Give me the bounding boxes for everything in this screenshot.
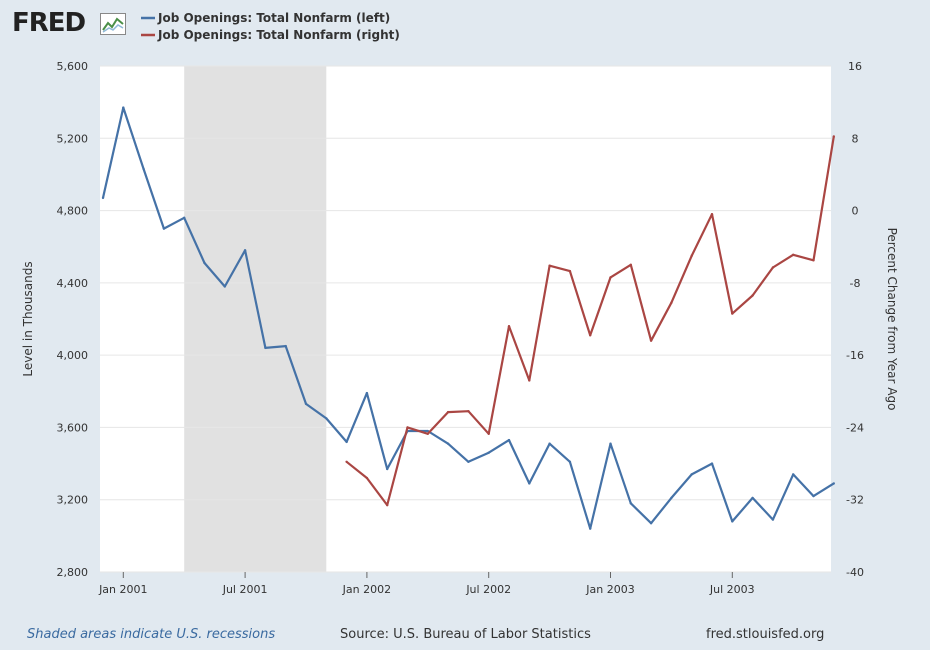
- left-tick-label: 3,200: [57, 494, 89, 507]
- point-left-2000-12: [101, 196, 105, 200]
- right-tick-label: 16: [848, 60, 862, 73]
- x-tick-label: Jan 2002: [342, 583, 391, 596]
- point-right-2002-11: [568, 269, 572, 273]
- point-left-2001-04: [183, 216, 186, 219]
- point-right-2003-03: [649, 339, 653, 342]
- point-left-2003-07: [731, 520, 734, 523]
- point-left-2001-05: [203, 261, 206, 265]
- left-tick-label: 4,800: [57, 205, 89, 218]
- source-text: Source: U.S. Bureau of Labor Statistics: [340, 627, 591, 642]
- legend-label-left: Job Openings: Total Nonfarm (left): [157, 11, 390, 25]
- point-left-2003-11: [812, 494, 815, 498]
- point-left-2002-10: [548, 442, 551, 445]
- left-tick-label: 3,600: [57, 421, 89, 434]
- right-tick-label: -24: [846, 421, 864, 434]
- point-right-2002-06: [467, 409, 470, 413]
- right-tick-label: -8: [850, 277, 861, 290]
- x-tick-label: Jul 2001: [222, 583, 268, 596]
- point-right-2003-08: [751, 294, 754, 297]
- point-left-2001-03: [162, 227, 166, 230]
- point-left-2003-09: [771, 518, 775, 521]
- point-left-2003-12: [832, 482, 835, 485]
- left-tick-label: 5,200: [57, 132, 89, 145]
- point-left-2001-11: [325, 417, 328, 420]
- point-left-2003-01: [609, 442, 612, 445]
- point-left-2001-01: [122, 106, 125, 109]
- point-right-2002-01: [365, 476, 369, 480]
- left-tick-label: 4,400: [57, 277, 89, 290]
- point-right-2003-09: [771, 266, 775, 269]
- left-tick-label: 2,800: [57, 566, 89, 579]
- point-right-2002-03: [406, 426, 409, 429]
- point-left-2002-07: [487, 451, 490, 454]
- point-left-2003-05: [690, 473, 693, 476]
- point-left-2003-04: [670, 496, 673, 500]
- point-right-2003-07: [731, 312, 734, 315]
- point-right-2003-01: [609, 276, 612, 279]
- fred-chart-icon: [100, 13, 126, 35]
- point-right-2002-04: [426, 432, 429, 435]
- point-left-2001-07: [243, 249, 247, 252]
- point-right-2001-12: [345, 460, 348, 463]
- x-tick-label: Jul 2003: [709, 583, 755, 596]
- point-right-2002-05: [446, 410, 450, 414]
- legend-label-right: Job Openings: Total Nonfarm (right): [157, 28, 400, 42]
- point-right-2003-04: [670, 301, 673, 304]
- point-right-2003-10: [792, 253, 795, 257]
- point-right-2002-02: [386, 503, 389, 507]
- right-axis-title: Percent Change from Year Ago: [885, 228, 899, 411]
- point-left-2001-02: [142, 167, 145, 171]
- recession-shade: [184, 66, 327, 572]
- left-tick-label: 4,000: [57, 349, 89, 362]
- point-left-2002-12: [589, 527, 592, 530]
- right-tick-label: -16: [846, 349, 864, 362]
- point-left-2003-02: [629, 502, 632, 505]
- right-tick-label: 8: [852, 132, 859, 145]
- point-right-2002-12: [589, 334, 592, 337]
- point-left-2002-06: [467, 460, 470, 463]
- point-left-2001-08: [264, 346, 267, 350]
- x-tick-label: Jan 2001: [98, 583, 147, 596]
- point-right-2003-02: [629, 263, 632, 266]
- recession-note[interactable]: Shaded areas indicate U.S. recessions: [27, 627, 276, 642]
- point-left-2001-06: [223, 285, 226, 288]
- left-axis-title: Level in Thousands: [21, 261, 35, 376]
- point-right-2003-12: [832, 135, 835, 138]
- point-left-2003-08: [751, 496, 754, 500]
- point-right-2002-09: [528, 379, 531, 382]
- right-tick-label: -40: [846, 566, 864, 579]
- point-left-2002-05: [446, 442, 450, 445]
- x-tick-label: Jan 2003: [585, 583, 634, 596]
- point-right-2003-06: [710, 212, 714, 216]
- legend: Job Openings: Total Nonfarm (left) Job Op…: [141, 11, 400, 42]
- point-left-2002-02: [386, 467, 389, 471]
- fred-logo: FRED: [12, 8, 86, 38]
- point-left-2002-08: [507, 438, 511, 442]
- right-tick-label: 0: [852, 205, 859, 218]
- point-left-2003-03: [649, 522, 653, 525]
- point-left-2002-11: [568, 460, 572, 463]
- point-right-2003-11: [812, 259, 815, 262]
- left-tick-label: 5,600: [57, 60, 89, 73]
- point-right-2002-07: [487, 432, 490, 435]
- site-url[interactable]: fred.stlouisfed.org: [706, 627, 825, 642]
- point-left-2001-10: [304, 402, 308, 406]
- point-right-2003-05: [690, 254, 693, 257]
- point-left-2001-12: [345, 440, 348, 444]
- point-left-2002-09: [528, 482, 531, 485]
- point-right-2002-08: [507, 325, 511, 328]
- point-right-2002-10: [548, 264, 551, 267]
- right-tick-label: -32: [846, 494, 864, 507]
- point-left-2001-09: [284, 344, 287, 348]
- x-tick-label: Jul 2002: [465, 583, 511, 596]
- point-left-2003-10: [792, 473, 795, 476]
- point-left-2003-06: [710, 462, 714, 465]
- point-left-2002-01: [365, 391, 369, 395]
